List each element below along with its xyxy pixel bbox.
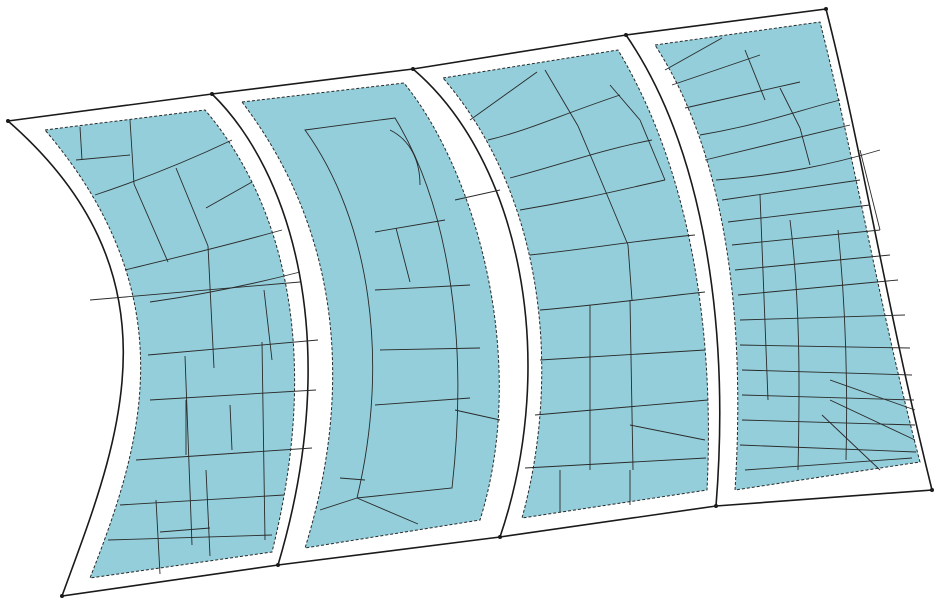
panel-1-region <box>44 109 296 579</box>
panel-4 <box>654 21 921 491</box>
separator-1 <box>211 93 309 566</box>
panel-1-seams <box>75 119 319 575</box>
panel-3-seams <box>469 69 709 512</box>
panel-2 <box>241 82 501 549</box>
panel-4-seams <box>664 37 917 471</box>
panel-1 <box>44 109 319 579</box>
separator-3 <box>625 34 721 507</box>
panel-3 <box>442 49 709 519</box>
panel-2-seams <box>304 117 501 525</box>
corner-points <box>6 7 934 598</box>
panel-2-region <box>241 82 500 549</box>
panel-3-region <box>442 49 709 519</box>
separator-2 <box>412 68 529 538</box>
